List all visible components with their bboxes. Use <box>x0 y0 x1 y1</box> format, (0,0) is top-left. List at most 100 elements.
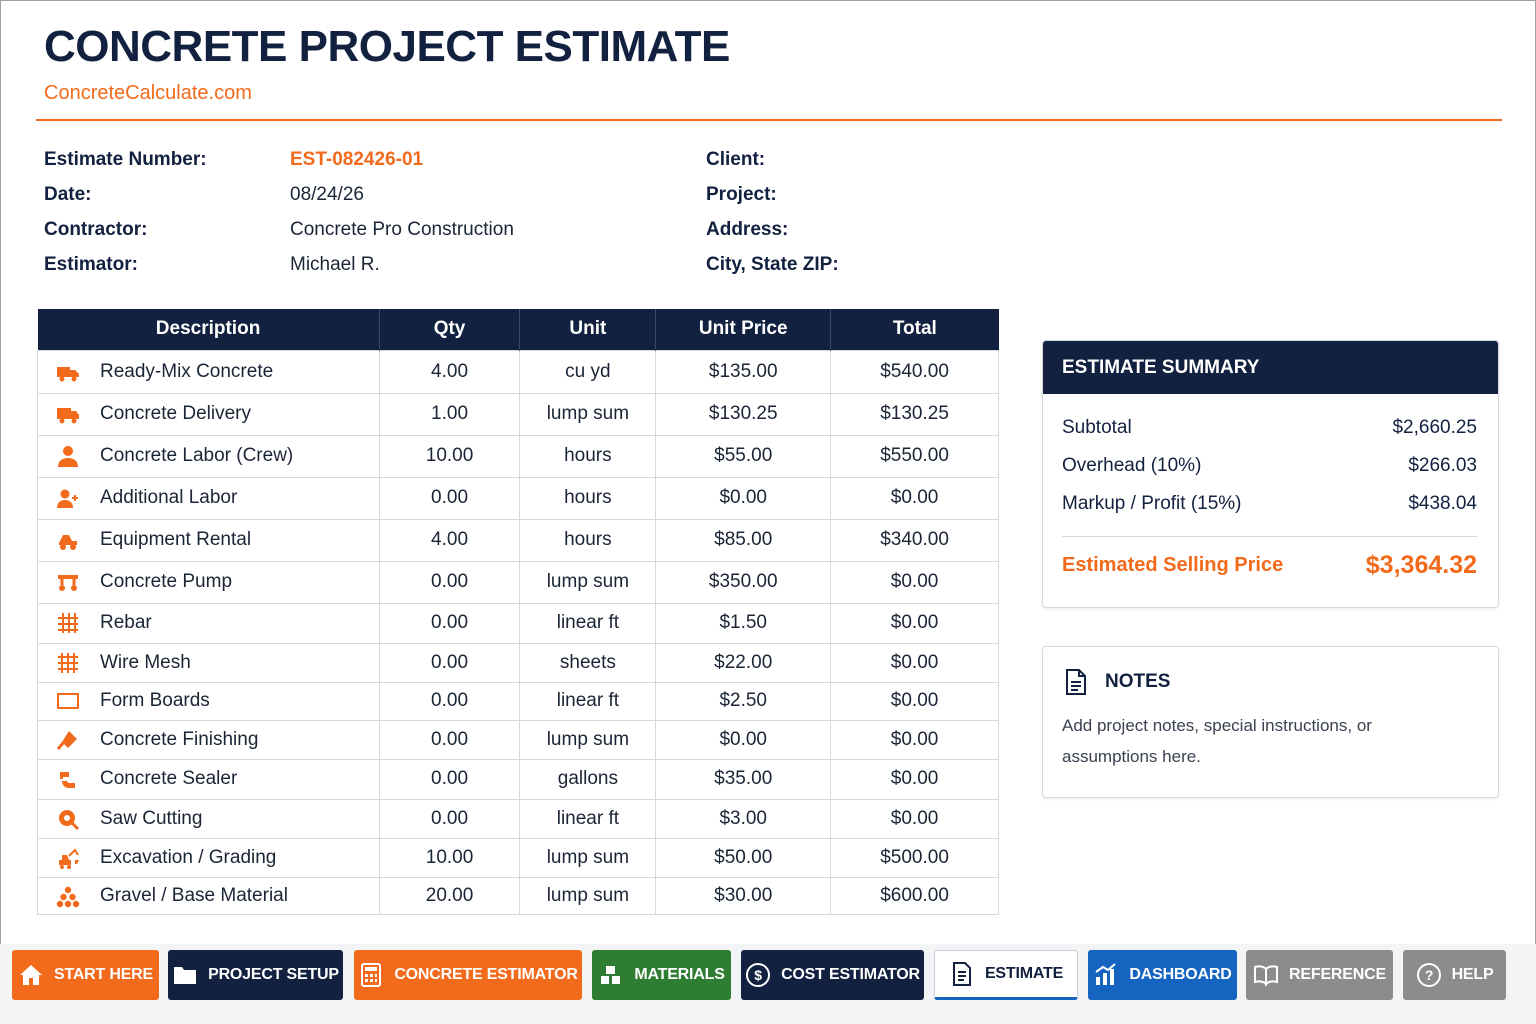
cell-unit[interactable]: lump sum <box>519 876 657 915</box>
cell-unit-price[interactable]: $0.00 <box>655 719 832 760</box>
cell-qty[interactable]: 0.00 <box>378 798 521 839</box>
notes-card[interactable]: NOTES Add project notes, special instruc… <box>1042 646 1499 798</box>
cell-total: $0.00 <box>830 681 999 721</box>
cell-unit-price[interactable]: $50.00 <box>655 837 832 878</box>
nav-start-here-button[interactable]: START HERE <box>12 950 159 1000</box>
cell-unit[interactable]: linear ft <box>519 798 657 839</box>
cell-qty[interactable]: 0.00 <box>378 758 521 800</box>
cell-unit[interactable]: lump sum <box>519 560 657 604</box>
cell-unit[interactable]: gallons <box>519 758 657 800</box>
cell-qty[interactable]: 0.00 <box>378 642 521 683</box>
cell-unit-price[interactable]: $35.00 <box>655 758 832 800</box>
cell-unit[interactable]: cu yd <box>519 349 657 394</box>
cell-qty[interactable]: 0.00 <box>378 602 521 644</box>
cell-description[interactable]: Wire Mesh <box>37 642 380 683</box>
nav-cost-estimator-button[interactable]: $ COST ESTIMATOR <box>741 950 924 1000</box>
cell-description[interactable]: Rebar <box>37 602 380 644</box>
item-description: Additional Labor <box>100 487 238 508</box>
nav-help-button[interactable]: ? HELP <box>1403 950 1506 1000</box>
cell-unit-price[interactable]: $350.00 <box>655 560 832 604</box>
cell-qty[interactable]: 4.00 <box>378 349 521 394</box>
cell-unit[interactable]: linear ft <box>519 681 657 721</box>
table-row[interactable]: Ready-Mix Concrete 4.00 cu yd $135.00 $540.0… <box>37 349 999 394</box>
table-row[interactable]: Concrete Sealer 0.00 gallons $35.00 $0.00 <box>37 758 999 800</box>
cell-description[interactable]: Concrete Sealer <box>37 758 380 800</box>
cell-description[interactable]: Equipment Rental <box>37 518 380 562</box>
cell-qty[interactable]: 0.00 <box>378 560 521 604</box>
table-row[interactable]: Wire Mesh 0.00 sheets $22.00 $0.00 <box>37 642 999 683</box>
cell-unit[interactable]: lump sum <box>519 392 657 436</box>
nav-materials-button[interactable]: MATERIALS <box>592 950 731 1000</box>
cell-qty[interactable]: 0.00 <box>378 681 521 721</box>
table-row[interactable]: Form Boards 0.00 linear ft $2.50 $0.00 <box>37 681 999 721</box>
table-row[interactable]: Concrete Labor (Crew) 10.00 hours $55.00 $55… <box>37 434 999 478</box>
nav-reference-button[interactable]: REFERENCE <box>1246 950 1393 1000</box>
cell-description[interactable]: Gravel / Base Material <box>37 876 380 915</box>
cell-qty[interactable]: 20.00 <box>378 876 521 915</box>
cell-description[interactable]: Concrete Labor (Crew) <box>37 434 380 478</box>
cell-description[interactable]: Saw Cutting <box>37 798 380 839</box>
cell-unit-price[interactable]: $130.25 <box>655 392 832 436</box>
cell-description[interactable]: Ready-Mix Concrete <box>37 349 380 394</box>
table-row[interactable]: Additional Labor 0.00 hours $0.00 $0.00 <box>37 476 999 520</box>
cell-qty[interactable]: 4.00 <box>378 518 521 562</box>
info-label: Project: <box>706 184 777 205</box>
date-value[interactable]: 08/24/26 <box>290 184 364 205</box>
cell-total: $0.00 <box>830 719 999 760</box>
cell-unit[interactable]: hours <box>519 434 657 478</box>
cell-description[interactable]: Excavation / Grading <box>37 837 380 878</box>
table-row[interactable]: Excavation / Grading 10.00 lump sum $50.00 $… <box>37 837 999 878</box>
cell-unit[interactable]: lump sum <box>519 719 657 760</box>
cell-description[interactable]: Concrete Pump <box>37 560 380 604</box>
cell-description[interactable]: Concrete Delivery <box>37 392 380 436</box>
table-row[interactable]: Rebar 0.00 linear ft $1.50 $0.00 <box>37 602 999 644</box>
notes-title: NOTES <box>1105 671 1171 692</box>
cell-unit[interactable]: hours <box>519 476 657 520</box>
cell-unit-price[interactable]: $3.00 <box>655 798 832 839</box>
info-label: Address: <box>706 219 789 240</box>
table-row[interactable]: Concrete Pump 0.00 lump sum $350.00 $0.00 <box>37 560 999 604</box>
cell-unit[interactable]: lump sum <box>519 837 657 878</box>
cell-qty[interactable]: 10.00 <box>378 434 521 478</box>
cell-unit-price[interactable]: $1.50 <box>655 602 832 644</box>
dollar-icon: $ <box>746 963 771 987</box>
cell-unit[interactable]: sheets <box>519 642 657 683</box>
estimate-number-value[interactable]: EST-082426-01 <box>290 149 424 170</box>
table-row[interactable]: Concrete Delivery 1.00 lump sum $130.25 $130… <box>37 392 999 436</box>
table-header-row: Description Qty Unit Unit Price Total <box>37 309 999 350</box>
cell-unit-price[interactable]: $55.00 <box>655 434 832 478</box>
cell-unit-price[interactable]: $22.00 <box>655 642 832 683</box>
table-row[interactable]: Saw Cutting 0.00 linear ft $3.00 $0.00 <box>37 798 999 839</box>
contractor-value[interactable]: Concrete Pro Construction <box>290 219 514 240</box>
cell-description[interactable]: Additional Labor <box>37 476 380 520</box>
cell-total: $130.25 <box>830 392 999 436</box>
column-header-description: Description <box>37 309 380 350</box>
info-row-address: Address: <box>706 212 839 247</box>
cell-unit-price[interactable]: $0.00 <box>655 476 832 520</box>
cell-description[interactable]: Concrete Finishing <box>37 719 380 760</box>
info-label: City, State ZIP: <box>706 254 839 275</box>
notes-text[interactable]: Add project notes, special instructions,… <box>1062 716 1372 766</box>
cell-unit-price[interactable]: $135.00 <box>655 349 832 394</box>
nav-project-setup-button[interactable]: PROJECT SETUP <box>168 950 343 1000</box>
table-row[interactable]: Concrete Finishing 0.00 lump sum $0.00 $0.00 <box>37 719 999 760</box>
cell-unit-price[interactable]: $85.00 <box>655 518 832 562</box>
nav-concrete-estimator-button[interactable]: CONCRETE ESTIMATOR <box>354 950 582 1000</box>
site-link[interactable]: ConcreteCalculate.com <box>44 82 252 104</box>
nav-estimate-button[interactable]: ESTIMATE <box>934 950 1078 1000</box>
cell-qty[interactable]: 0.00 <box>378 719 521 760</box>
nav-dashboard-button[interactable]: DASHBOARD <box>1088 950 1237 1000</box>
cell-unit[interactable]: linear ft <box>519 602 657 644</box>
item-description: Concrete Finishing <box>100 728 259 750</box>
cell-unit[interactable]: hours <box>519 518 657 562</box>
table-row[interactable]: Gravel / Base Material 20.00 lump sum $30.0… <box>37 876 999 915</box>
cell-qty[interactable]: 1.00 <box>378 392 521 436</box>
table-row[interactable]: Equipment Rental 4.00 hours $85.00 $340.00 <box>37 518 999 562</box>
cell-description[interactable]: Form Boards <box>37 681 380 721</box>
cell-unit-price[interactable]: $2.50 <box>655 681 832 721</box>
cell-qty[interactable]: 10.00 <box>378 837 521 878</box>
cell-qty[interactable]: 0.00 <box>378 476 521 520</box>
estimator-value[interactable]: Michael R. <box>290 254 380 275</box>
cell-unit-price[interactable]: $30.00 <box>655 876 832 915</box>
info-label: Client: <box>706 149 766 170</box>
